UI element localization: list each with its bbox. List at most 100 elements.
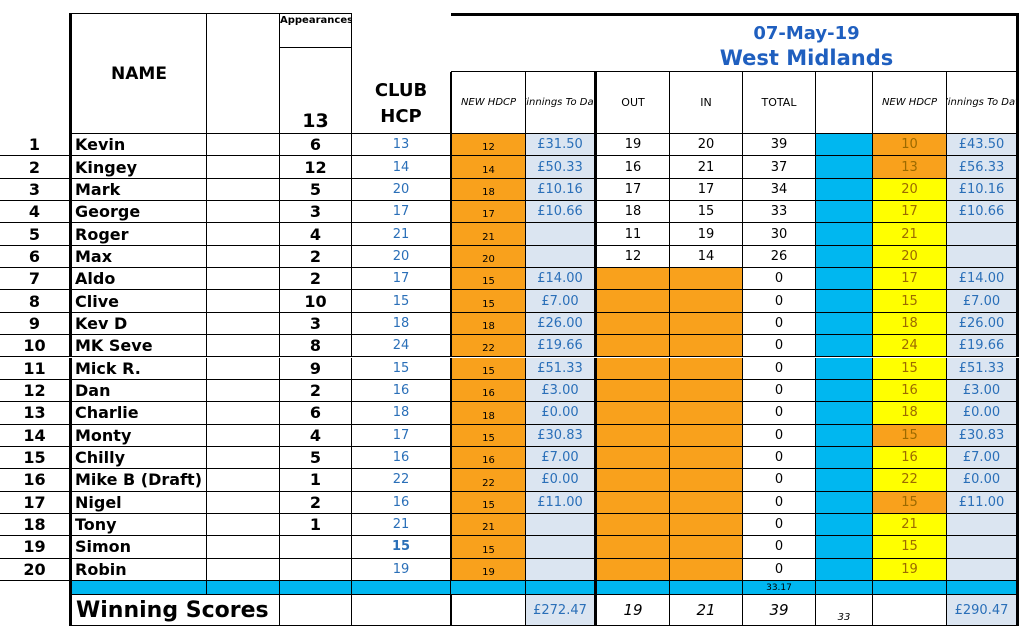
score-in [670, 536, 743, 559]
blank-cell [207, 379, 280, 403]
footer-blank-club [352, 595, 451, 626]
blank-cell [207, 469, 280, 492]
score-out: 18 [597, 201, 670, 224]
winnings-to-date: £7.00 [526, 290, 597, 313]
player-name: Nigel [72, 491, 207, 514]
winnings-to-date-2: £43.50 [947, 134, 1019, 157]
new-hdcp-2: 15 [873, 357, 947, 380]
header-appearances-label: Appearances out of [280, 15, 352, 26]
score-total: 0 [743, 357, 816, 380]
new-hdcp: 18 [451, 178, 526, 202]
header-winnings-2: Winnings To Date [947, 72, 1019, 134]
score-total: 0 [743, 312, 816, 336]
cyan-marker [816, 290, 873, 313]
blank-cell [207, 156, 280, 179]
spacer-cell [816, 581, 873, 595]
row-number: 17 [0, 491, 72, 514]
winnings-to-date-2: £0.00 [947, 402, 1019, 425]
new-hdcp-2: 19 [873, 558, 947, 581]
row-number: 15 [0, 446, 72, 470]
blank-cell [207, 201, 280, 224]
new-hdcp-2: 22 [873, 469, 947, 492]
row-number: 3 [0, 178, 72, 202]
new-hdcp: 20 [451, 245, 526, 269]
cyan-marker [816, 223, 873, 246]
score-total: 0 [743, 335, 816, 358]
score-total: 0 [743, 469, 816, 492]
new-hdcp: 16 [451, 446, 526, 470]
winnings-to-date-2: £0.00 [947, 469, 1019, 492]
new-hdcp: 15 [451, 268, 526, 291]
blank-cell [207, 536, 280, 559]
appearances-count: 2 [280, 245, 352, 269]
cyan-marker [816, 178, 873, 202]
appearances-count: 5 [280, 178, 352, 202]
blank-cell [207, 424, 280, 447]
new-hdcp: 16 [451, 379, 526, 403]
row-number: 6 [0, 245, 72, 269]
row-number: 2 [0, 156, 72, 179]
club-hcp: 20 [352, 245, 451, 269]
player-name: MK Seve [72, 335, 207, 358]
spacer-cell [947, 581, 1019, 595]
winnings-to-date-2: £56.33 [947, 156, 1019, 179]
new-hdcp: 17 [451, 201, 526, 224]
score-total: 0 [743, 402, 816, 425]
winnings-to-date [526, 513, 597, 537]
player-name: Mark [72, 178, 207, 202]
row-number: 14 [0, 424, 72, 447]
score-out: 17 [597, 178, 670, 202]
player-name: Kingey [72, 156, 207, 179]
score-in: 17 [670, 178, 743, 202]
score-out [597, 402, 670, 425]
score-out [597, 469, 670, 492]
new-hdcp: 15 [451, 357, 526, 380]
new-hdcp-2: 24 [873, 335, 947, 358]
score-total: 0 [743, 558, 816, 581]
new-hdcp-2: 18 [873, 402, 947, 425]
score-in [670, 446, 743, 470]
cyan-marker [816, 335, 873, 358]
header-in: IN [670, 72, 743, 134]
cyan-marker [816, 201, 873, 224]
row-number: 18 [0, 513, 72, 537]
footer-blank-hdcp [451, 595, 526, 626]
blank-cell [207, 357, 280, 380]
footer-blank-hdcp2 [873, 595, 947, 626]
winnings-to-date [526, 536, 597, 559]
score-in: 15 [670, 201, 743, 224]
score-total: 34 [743, 178, 816, 202]
appearances-count [280, 536, 352, 559]
score-total: 0 [743, 491, 816, 514]
new-hdcp-2: 10 [873, 134, 947, 157]
winnings-to-date-2: £7.00 [947, 446, 1019, 470]
cyan-marker [816, 491, 873, 514]
cyan-marker [816, 446, 873, 470]
header-appearances-divider [280, 47, 351, 48]
appearances-count: 5 [280, 446, 352, 470]
winnings-to-date-2: £3.00 [947, 379, 1019, 403]
header-new-hdcp-2: NEW HDCP [873, 72, 947, 134]
appearances-count: 9 [280, 357, 352, 380]
winnings-to-date: £10.16 [526, 178, 597, 202]
player-name: Aldo [72, 268, 207, 291]
row-number: 10 [0, 335, 72, 358]
club-hcp: 17 [352, 268, 451, 291]
blank-cell [207, 223, 280, 246]
score-total: 0 [743, 268, 816, 291]
score-out [597, 290, 670, 313]
cyan-marker [816, 469, 873, 492]
winnings-to-date: £3.00 [526, 379, 597, 403]
winnings-to-date [526, 558, 597, 581]
new-hdcp-2: 17 [873, 268, 947, 291]
new-hdcp: 12 [451, 134, 526, 157]
winnings-to-date-2 [947, 558, 1019, 581]
footer-winnings-total: £272.47 [526, 595, 597, 626]
blank-cell [207, 290, 280, 313]
winnings-to-date-2: £26.00 [947, 312, 1019, 336]
winnings-to-date: £26.00 [526, 312, 597, 336]
spacer-total: 33.17 [743, 581, 816, 595]
club-hcp: 15 [352, 536, 451, 559]
score-total: 30 [743, 223, 816, 246]
